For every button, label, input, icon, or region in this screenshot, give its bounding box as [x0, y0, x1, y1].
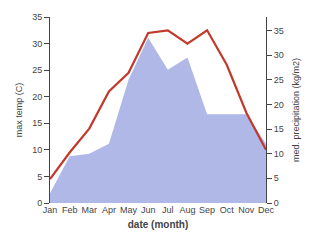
svg-text:0: 0 [37, 198, 42, 208]
svg-text:Aug: Aug [179, 205, 195, 215]
svg-text:Jun: Jun [141, 205, 156, 215]
svg-text:25: 25 [32, 65, 42, 75]
svg-text:Sep: Sep [199, 205, 215, 215]
svg-text:max temp (C): max temp (C) [14, 83, 24, 138]
svg-text:5: 5 [274, 173, 279, 183]
svg-text:20: 20 [274, 100, 284, 110]
svg-text:35: 35 [274, 26, 284, 36]
svg-text:May: May [120, 205, 138, 215]
svg-text:5: 5 [37, 172, 42, 182]
svg-text:Jul: Jul [162, 205, 174, 215]
svg-text:20: 20 [32, 92, 42, 102]
svg-text:35: 35 [32, 12, 42, 22]
svg-text:10: 10 [32, 145, 42, 155]
svg-text:30: 30 [274, 50, 284, 60]
svg-text:0: 0 [274, 198, 279, 208]
svg-text:date (month): date (month) [128, 219, 189, 230]
svg-text:Apr: Apr [102, 205, 116, 215]
svg-text:15: 15 [32, 118, 42, 128]
svg-text:Jan: Jan [43, 205, 58, 215]
svg-text:Dec: Dec [258, 205, 275, 215]
svg-text:30: 30 [32, 39, 42, 49]
svg-text:Feb: Feb [62, 205, 78, 215]
svg-text:25: 25 [274, 75, 284, 85]
svg-text:15: 15 [274, 124, 284, 134]
svg-text:Mar: Mar [82, 205, 98, 215]
svg-text:Nov: Nov [238, 205, 255, 215]
svg-text:med. precipitation (kg/m2): med. precipitation (kg/m2) [291, 58, 301, 162]
svg-text:10: 10 [274, 149, 284, 159]
svg-text:Oct: Oct [220, 205, 235, 215]
